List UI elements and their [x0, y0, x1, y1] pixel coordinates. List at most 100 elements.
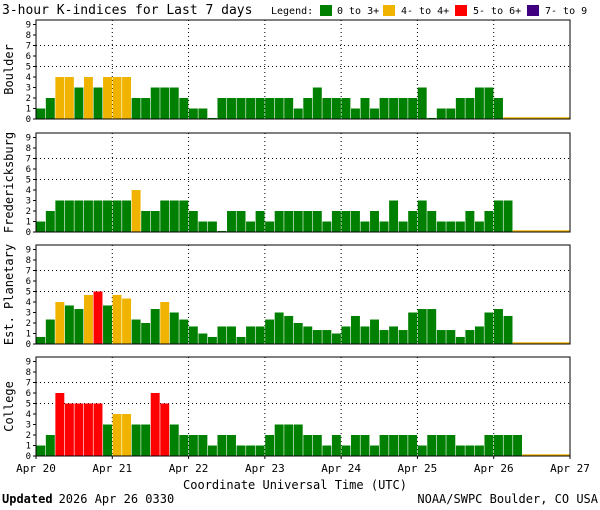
- x-tick-label: Apr 23: [245, 462, 285, 475]
- y-tick-label: 6: [26, 277, 31, 287]
- bar: [446, 330, 456, 344]
- bar: [227, 435, 236, 456]
- bar: [103, 305, 112, 344]
- bar: [112, 77, 122, 119]
- y-tick-label: 2: [26, 94, 31, 104]
- bar: [436, 330, 446, 344]
- bar: [408, 312, 418, 344]
- y-tick-label: 9: [26, 134, 31, 144]
- bar: [198, 221, 208, 232]
- bar: [45, 435, 55, 456]
- updated-label: Updated: [2, 492, 53, 506]
- bar: [331, 333, 341, 344]
- updated-value: 2026 Apr 26 0330: [59, 492, 175, 506]
- bar: [503, 435, 513, 456]
- bar: [503, 315, 513, 344]
- y-tick-label: 2: [26, 319, 31, 329]
- bar: [303, 326, 313, 344]
- panel-frame: [35, 132, 571, 233]
- bar: [122, 77, 132, 119]
- bar: [217, 230, 227, 232]
- legend-entry-1: 4- to 4+: [401, 6, 449, 17]
- legend-label: Legend:: [271, 6, 313, 17]
- bar: [103, 200, 112, 232]
- bar: [474, 326, 484, 344]
- bar: [55, 200, 65, 232]
- bar: [427, 309, 437, 344]
- y-tick-label: 6: [26, 389, 31, 399]
- y-tick-label: 8: [26, 368, 31, 378]
- bar: [45, 211, 55, 232]
- bar: [179, 319, 189, 344]
- bar: [370, 211, 379, 232]
- bar: [64, 305, 74, 344]
- bar: [150, 87, 160, 119]
- bar: [112, 414, 122, 456]
- bar: [55, 302, 65, 344]
- bar: [455, 445, 465, 456]
- bar: [150, 393, 160, 456]
- bar: [284, 424, 294, 456]
- bar: [284, 315, 294, 344]
- y-tick-label: 0: [26, 340, 31, 350]
- bar: [246, 445, 256, 456]
- bar: [141, 323, 151, 344]
- bar: [379, 330, 389, 344]
- bar: [465, 98, 475, 119]
- bar: [198, 333, 208, 344]
- bar: [341, 98, 351, 119]
- bar: [64, 200, 74, 232]
- panel-label-fredericksburg: Fredericksburg: [2, 132, 16, 233]
- bar: [217, 435, 227, 456]
- bar: [150, 211, 160, 232]
- bar: [417, 87, 427, 119]
- updated-line: Updated 2026 Apr 26 0330: [2, 492, 174, 506]
- bar: [465, 211, 475, 232]
- bar: [217, 98, 227, 119]
- bar: [322, 98, 332, 119]
- panels: 0123456789Boulder0123456789Fredericksbur…: [2, 19, 571, 462]
- bar: [150, 309, 160, 344]
- bar: [207, 117, 217, 119]
- bar: [36, 221, 46, 232]
- bar: [179, 435, 189, 456]
- bar: [160, 200, 170, 232]
- bar: [169, 424, 179, 456]
- bar: [255, 98, 265, 119]
- bar: [350, 108, 360, 119]
- bar: [341, 326, 351, 344]
- bar: [417, 309, 427, 344]
- bar: [427, 211, 437, 232]
- bar: [322, 445, 332, 456]
- bar: [74, 200, 84, 232]
- y-tick-label: 4: [26, 73, 31, 83]
- bar: [312, 211, 322, 232]
- bar: [446, 108, 456, 119]
- x-tick-label: Apr 25: [398, 462, 438, 475]
- bar: [284, 98, 294, 119]
- bar: [398, 221, 408, 232]
- y-tick-label: 7: [26, 155, 31, 165]
- bar: [236, 336, 246, 344]
- x-tick-label: Apr 26: [474, 462, 514, 475]
- bar: [293, 211, 303, 232]
- bar: [188, 326, 198, 344]
- x-tick-label: Apr 20: [16, 462, 56, 475]
- y-tick-label: 3: [26, 309, 31, 319]
- legend-entry-3: 7- to 9: [545, 6, 587, 17]
- bar: [64, 77, 74, 119]
- bar: [83, 294, 93, 344]
- bar: [503, 200, 513, 232]
- bar: [36, 336, 46, 344]
- x-tick-label: Apr 27: [550, 462, 590, 475]
- bar: [274, 98, 284, 119]
- bar: [265, 221, 275, 232]
- y-tick-label: 9: [26, 21, 31, 31]
- bar: [465, 330, 475, 344]
- bar: [331, 435, 341, 456]
- panel-frame: [35, 19, 571, 120]
- y-tick-label: 1: [26, 442, 31, 452]
